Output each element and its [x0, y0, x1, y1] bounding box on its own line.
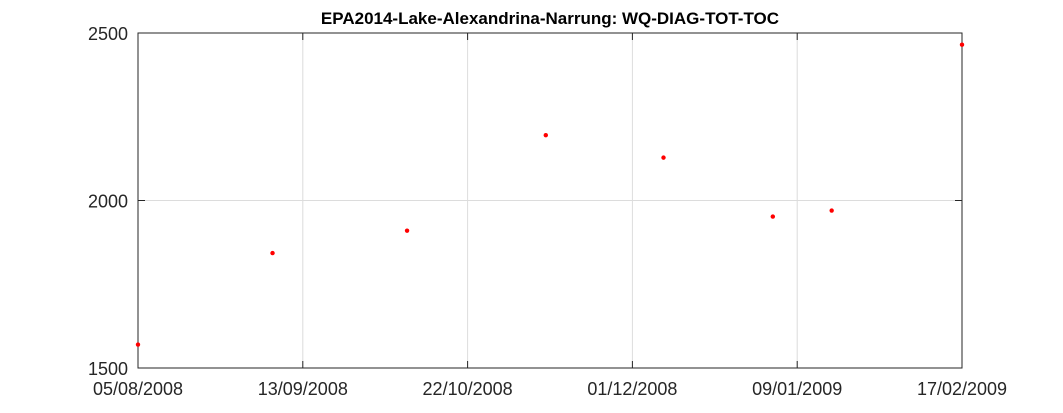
- y-tick-label: 2500: [88, 24, 128, 44]
- x-tick-label: 05/08/2008: [93, 379, 183, 399]
- data-point: [770, 214, 776, 219]
- data-point: [270, 250, 275, 256]
- data-point: [661, 155, 666, 160]
- data-point: [404, 228, 410, 233]
- data-point: [829, 208, 834, 213]
- x-tick-label: 09/01/2009: [752, 379, 842, 399]
- y-tick-labels: 1500 2000 2500: [88, 24, 128, 379]
- grid-lines: [138, 33, 962, 368]
- y-tick-label: 1500: [88, 359, 128, 379]
- x-tick-label: 13/09/2008: [258, 379, 348, 399]
- x-tick-labels: 05/08/2008 13/09/2008 22/10/2008 01/12/2008…: [93, 379, 1007, 399]
- x-tick-label: 01/12/2008: [587, 379, 677, 399]
- y-tick-label: 2000: [88, 192, 128, 212]
- x-tick-label: 22/10/2008: [423, 379, 513, 399]
- data-point: [959, 42, 965, 47]
- chart-title: EPA2014-Lake-Alexandrina-Narrung: WQ-DIA…: [321, 9, 779, 28]
- data-points: [135, 42, 965, 347]
- x-tick-label: 17/02/2009: [917, 379, 1007, 399]
- data-point: [543, 132, 548, 138]
- data-point: [135, 342, 141, 347]
- axis-ticks: [137, 32, 963, 369]
